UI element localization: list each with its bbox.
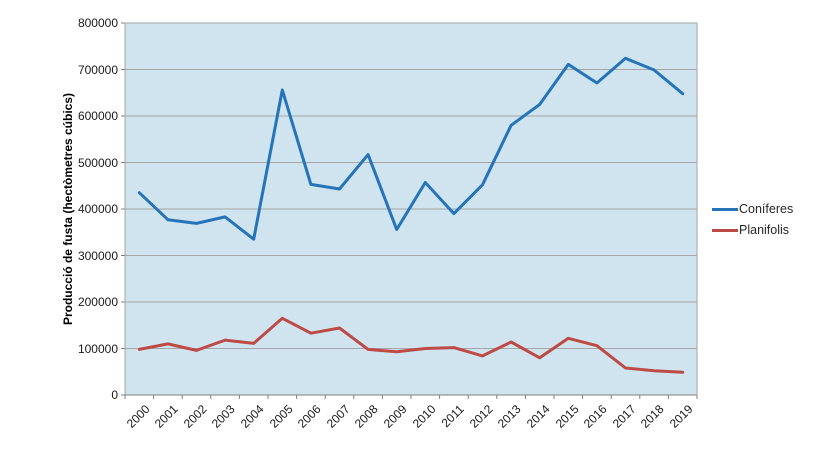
legend-line-swatch-planifolis (712, 228, 738, 232)
legend-item-planifolis: Planifolis (712, 223, 793, 237)
y-tick-label: 800000 (77, 16, 118, 30)
y-tick-label: 500000 (77, 155, 118, 170)
y-tick-label: 700000 (77, 62, 118, 77)
series-line-planifolis (137, 316, 685, 374)
legend-label-planifolis: Planifolis (739, 223, 790, 237)
y-tick-label: 300000 (77, 248, 118, 263)
legend-label-coniferes: Coníferes (739, 202, 794, 216)
y-tick-label: 600000 (77, 109, 118, 123)
legend-item-coniferes: Coníferes (712, 202, 793, 216)
y-tick-label: 100000 (77, 341, 118, 356)
y-tick-label: 400000 (77, 202, 118, 216)
legend: Coníferes Planifolis (712, 202, 793, 237)
y-axis-title: Producció de fusta (hectòmetres cúbics) (61, 92, 75, 326)
y-tick-label: 200000 (77, 295, 118, 309)
y-tick-label: 0 (111, 388, 118, 402)
series-line-coníferes (137, 56, 685, 241)
legend-line-swatch-coniferes (712, 207, 738, 211)
